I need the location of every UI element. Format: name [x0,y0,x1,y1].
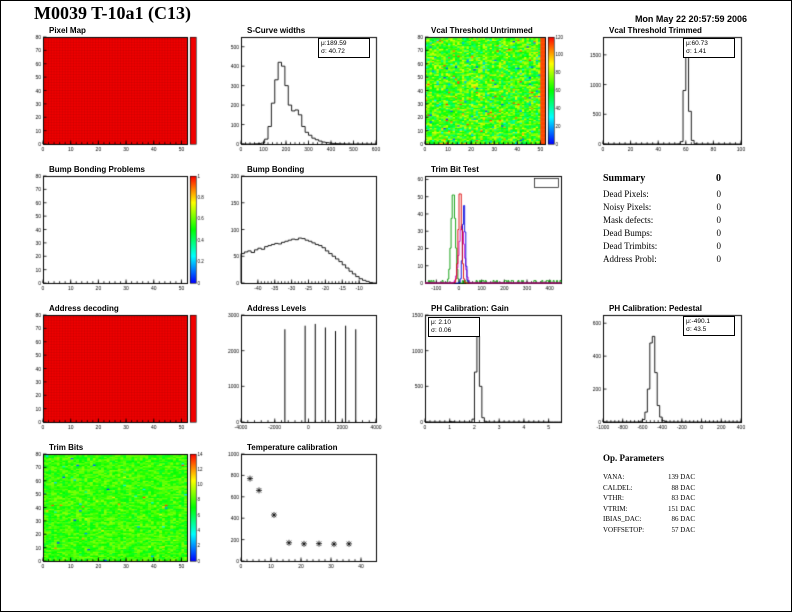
op-parameter-label: VOFFSETOP: [603,525,645,534]
op-parameter-row: VOFFSETOP: 57 DAC [603,525,695,536]
op-parameter-value: 83 DAC [671,494,695,502]
summary-row: Dead Bumps: 0 [603,227,721,240]
op-parameter-label: VANA: [603,473,625,481]
op-parameter-row: VANA: 139 DAC [603,472,695,483]
op-parameter-row: VTRIM: 151 DAC [603,504,695,515]
op-parameter-value: 151 DAC [667,504,695,513]
summary-rows: Dead Pixels: 0 Noisy Pixels: 0 Mask defects:… [603,188,721,266]
summary-row-label: Dead Trimbits: [603,241,658,251]
summary-row-value: 0 [716,202,722,212]
summary-row-value: 0 [716,228,722,238]
op-parameter-value: 88 DAC [671,483,695,492]
summary-row: Mask defects: 0 [603,214,721,227]
summary-row-value: 0 [716,215,722,225]
summary-header: Summary 0 [603,173,721,184]
op-parameter-value: 139 DAC [667,473,695,481]
op-parameter-row: IBIAS_DAC: 86 DAC [603,514,695,525]
summary-row: Noisy Pixels: 0 [603,201,721,214]
op-parameter-label: VTRIM: [603,504,628,513]
op-parameter-value: 86 DAC [671,515,695,523]
op-parameters-panel: Op. Parameters VANA: 139 DAC CALDEL: 88 DAC… [603,453,695,535]
op-parameter-row: CALDEL: 88 DAC [603,483,695,494]
summary-row: Address Probl: 0 [603,253,721,266]
summary-row-value: 0 [716,189,722,199]
summary-title: Summary [603,173,646,184]
summary-row-label: Mask defects: [603,215,654,225]
op-parameter-row: VTHR: 83 DAC [603,493,695,504]
op-parameter-label: IBIAS_DAC: [603,515,642,523]
summary-row-value: 0 [716,254,722,264]
op-parameter-label: CALDEL: [603,483,633,492]
summary-row-label: Dead Bumps: [603,228,653,238]
timestamp: Mon May 22 20:57:59 2006 [634,14,747,24]
summary-row: Dead Trimbits: 0 [603,240,721,253]
summary-row: Dead Pixels: 0 [603,188,721,201]
summary-row-label: Address Probl: [603,254,657,264]
summary-total: 0 [716,173,721,184]
summary-panel: Summary 0 Dead Pixels: 0 Noisy Pixels: 0 Mas… [603,173,721,266]
op-parameters-rows: VANA: 139 DAC CALDEL: 88 DAC VTHR: 83 DAC VTRI… [603,472,695,535]
summary-row-label: Dead Pixels: [603,189,649,199]
op-parameter-label: VTHR: [603,494,624,502]
summary-row-label: Noisy Pixels: [603,202,652,212]
page-title: M0039 T-10a1 (C13) [34,3,191,23]
op-parameter-value: 57 DAC [671,525,695,534]
op-parameters-title: Op. Parameters [603,453,664,463]
summary-row-value: 0 [716,241,722,251]
